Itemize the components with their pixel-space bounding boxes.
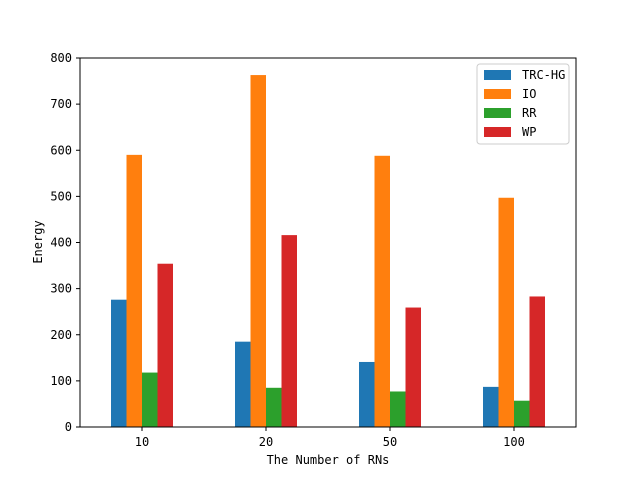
bar-io-50 bbox=[374, 155, 390, 427]
bar-wp-10 bbox=[157, 263, 173, 427]
legend-swatch-io bbox=[484, 89, 511, 99]
bar-trc-hg-20 bbox=[235, 341, 251, 427]
bar-wp-50 bbox=[405, 307, 421, 427]
bar-rr-50 bbox=[390, 391, 406, 427]
legend-box bbox=[476, 63, 570, 145]
y-tick-label: 0 bbox=[65, 420, 72, 434]
y-tick-label: 200 bbox=[50, 328, 72, 342]
bars-group bbox=[111, 75, 545, 428]
bar-io-20 bbox=[250, 75, 266, 427]
legend-label-io: IO bbox=[522, 87, 536, 101]
x-tick-label: 100 bbox=[503, 435, 525, 449]
bar-wp-100 bbox=[529, 296, 545, 427]
legend-label-rr: RR bbox=[522, 106, 537, 120]
bar-rr-100 bbox=[514, 400, 530, 427]
y-tick-label: 500 bbox=[50, 189, 72, 203]
x-axis-label: The Number of RNs bbox=[267, 453, 390, 467]
y-tick-label: 800 bbox=[50, 51, 72, 65]
legend-label-trc-hg: TRC-HG bbox=[522, 68, 565, 82]
bar-rr-10 bbox=[142, 372, 158, 427]
y-tick-label: 600 bbox=[50, 143, 72, 157]
x-tick-label: 10 bbox=[135, 435, 149, 449]
bar-io-10 bbox=[126, 154, 142, 428]
x-tick-label: 20 bbox=[259, 435, 273, 449]
bar-trc-hg-100 bbox=[483, 386, 499, 427]
bar-rr-20 bbox=[266, 387, 282, 427]
x-axis: 10 20 50 100 bbox=[135, 427, 525, 449]
bar-trc-hg-10 bbox=[111, 299, 127, 427]
bar-wp-20 bbox=[281, 235, 297, 427]
y-tick-label: 700 bbox=[50, 97, 72, 111]
y-tick-label: 400 bbox=[50, 236, 72, 250]
y-tick-label: 300 bbox=[50, 282, 72, 296]
legend-swatch-trc-hg bbox=[484, 70, 511, 80]
legend-label-wp: WP bbox=[522, 125, 536, 139]
legend: TRC-HG IO RR WP bbox=[476, 63, 570, 145]
y-axis: 0 100 200 300 400 500 600 700 800 bbox=[50, 51, 80, 434]
x-tick-label: 50 bbox=[383, 435, 397, 449]
bar-trc-hg-50 bbox=[359, 361, 375, 427]
legend-swatch-rr bbox=[484, 108, 511, 118]
bar-io-100 bbox=[498, 197, 514, 427]
y-axis-label: Energy bbox=[31, 220, 45, 263]
legend-swatch-wp bbox=[484, 127, 511, 137]
y-tick-label: 100 bbox=[50, 374, 72, 388]
